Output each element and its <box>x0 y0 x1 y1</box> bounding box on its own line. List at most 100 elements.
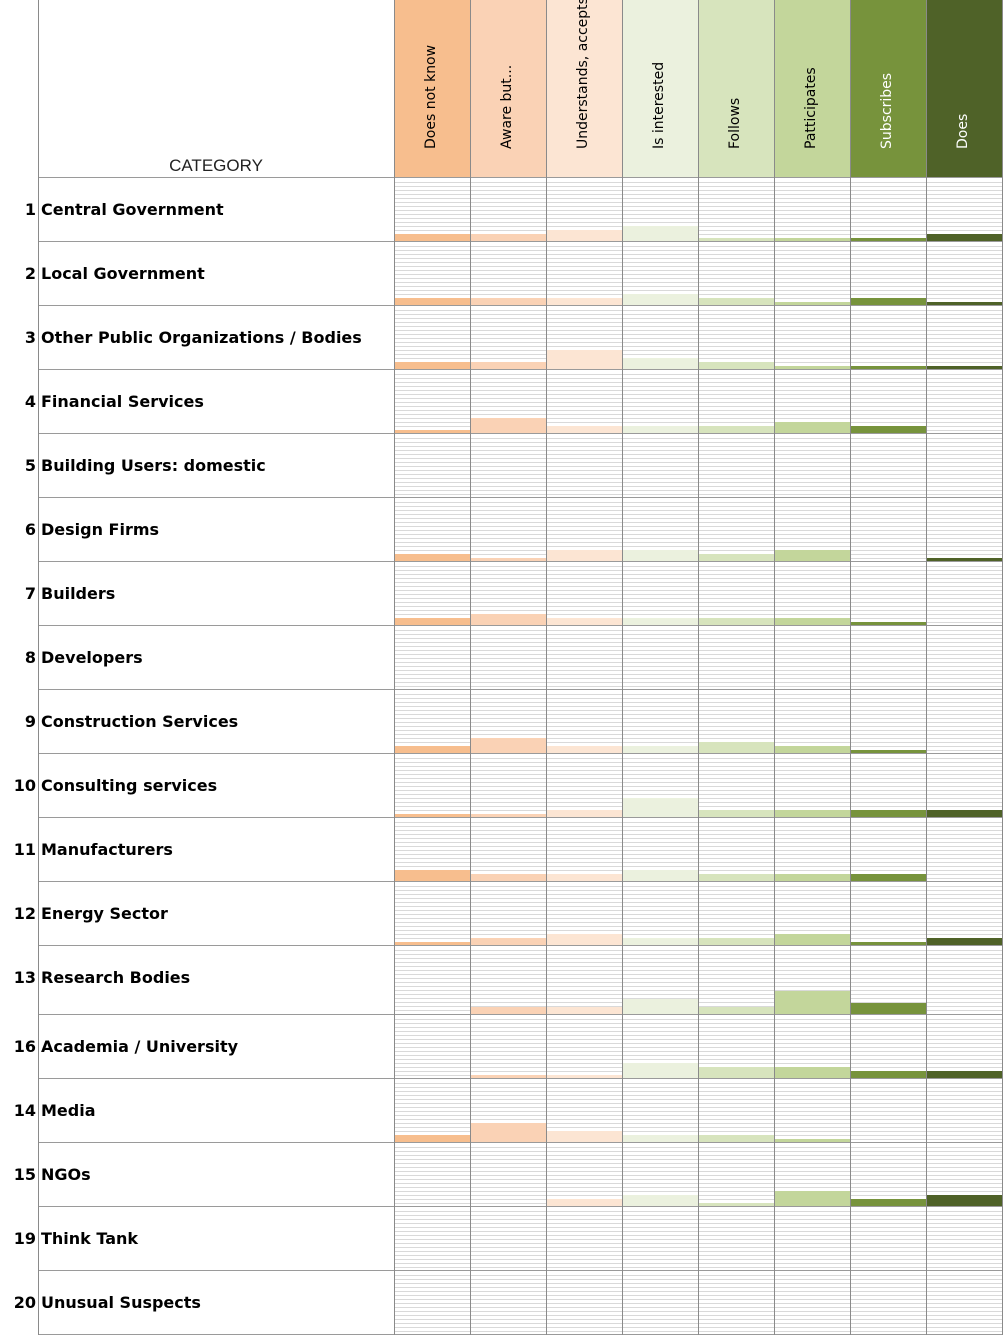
value-bar <box>471 614 546 626</box>
value-bar <box>547 1199 622 1207</box>
value-bar <box>623 938 698 946</box>
column-header-2: Aware but... <box>470 0 546 177</box>
row-number: 20 <box>13 1293 36 1312</box>
category-label: Consulting services <box>41 776 218 795</box>
category-label: Builders <box>41 584 116 603</box>
value-bar <box>547 1075 622 1079</box>
value-bar <box>471 1075 546 1079</box>
row-divider <box>38 753 1002 754</box>
value-bar <box>699 1007 774 1015</box>
value-bar <box>471 1007 546 1015</box>
row-number: 7 <box>24 584 36 603</box>
value-bar <box>927 302 1002 306</box>
category-label: Think Tank <box>41 1229 139 1248</box>
column-divider <box>622 0 623 1335</box>
column-header-6: Patticipates <box>774 0 850 177</box>
column-header-7: Subscribes <box>850 0 926 177</box>
row-divider <box>38 817 1002 818</box>
category-label: Research Bodies <box>41 968 191 987</box>
value-bar <box>547 874 622 882</box>
value-bar <box>699 618 774 626</box>
value-bar <box>623 746 698 754</box>
value-bar <box>471 418 546 434</box>
value-bar <box>927 938 1002 946</box>
value-bar <box>471 874 546 882</box>
row-divider <box>38 305 1002 306</box>
column-header-4: Is interested <box>622 0 698 177</box>
value-bar <box>699 810 774 818</box>
value-bar <box>471 814 546 818</box>
column-header-label: Understands, accepts <box>575 0 591 149</box>
value-bar <box>851 750 926 754</box>
column-header-label: Does not know <box>423 44 439 149</box>
value-bar <box>471 298 546 306</box>
row-divider <box>38 881 1002 882</box>
column-header-label: Aware but... <box>499 64 515 149</box>
value-bar <box>927 558 1002 562</box>
column-header-1: Does not know <box>394 0 470 177</box>
value-bar <box>395 234 470 242</box>
row-number: 3 <box>24 328 36 347</box>
value-bar <box>775 746 850 754</box>
row-number: 4 <box>24 392 36 411</box>
value-bar <box>699 938 774 946</box>
value-bar <box>927 234 1002 242</box>
value-bar <box>699 1067 774 1079</box>
header-divider <box>38 177 1002 178</box>
value-bar <box>623 358 698 370</box>
value-bar <box>395 554 470 562</box>
row-number: 8 <box>24 648 36 667</box>
value-bar <box>623 294 698 306</box>
row-number: 16 <box>13 1037 36 1056</box>
row-number: 1 <box>24 200 36 219</box>
category-label: Media <box>41 1101 96 1120</box>
category-label: Energy Sector <box>41 904 168 923</box>
row-divider <box>38 433 1002 434</box>
value-bar <box>699 554 774 562</box>
column-divider <box>470 0 471 1335</box>
category-label: Developers <box>41 648 143 667</box>
column-header-5: Follows <box>698 0 774 177</box>
value-bar <box>851 298 926 306</box>
category-column-header: CATEGORY <box>169 156 263 175</box>
category-label: Central Government <box>41 200 224 219</box>
value-bar <box>623 1063 698 1079</box>
row-divider <box>38 1206 1002 1207</box>
value-bar <box>699 362 774 370</box>
column-divider <box>394 0 395 1335</box>
column-divider <box>774 0 775 1335</box>
row-number: 12 <box>13 904 36 923</box>
row-divider <box>38 689 1002 690</box>
row-divider <box>38 1142 1002 1143</box>
value-bar <box>699 238 774 242</box>
value-bar <box>547 298 622 306</box>
value-bar <box>851 874 926 882</box>
column-header-label: Subscribes <box>879 72 895 149</box>
column-divider <box>698 0 699 1335</box>
category-label: Local Government <box>41 264 205 283</box>
value-bar <box>395 942 470 946</box>
row-divider <box>38 561 1002 562</box>
value-bar <box>851 238 926 242</box>
row-divider <box>38 1270 1002 1271</box>
category-label: Other Public Organizations / Bodies <box>41 328 362 347</box>
value-bar <box>775 1067 850 1079</box>
category-label: NGOs <box>41 1165 91 1184</box>
row-number: 2 <box>24 264 36 283</box>
value-bar <box>547 230 622 242</box>
value-bar <box>775 366 850 370</box>
category-label: Construction Services <box>41 712 239 731</box>
value-bar <box>623 1135 698 1143</box>
category-label: Financial Services <box>41 392 204 411</box>
row-number: 15 <box>13 1165 36 1184</box>
value-bar <box>775 550 850 562</box>
value-bar <box>547 1131 622 1143</box>
value-bar <box>471 1123 546 1143</box>
category-label: Manufacturers <box>41 840 173 859</box>
row-divider <box>38 369 1002 370</box>
value-bar <box>851 1003 926 1015</box>
value-bar <box>699 426 774 434</box>
row-divider <box>38 497 1002 498</box>
row-number: 10 <box>13 776 36 795</box>
